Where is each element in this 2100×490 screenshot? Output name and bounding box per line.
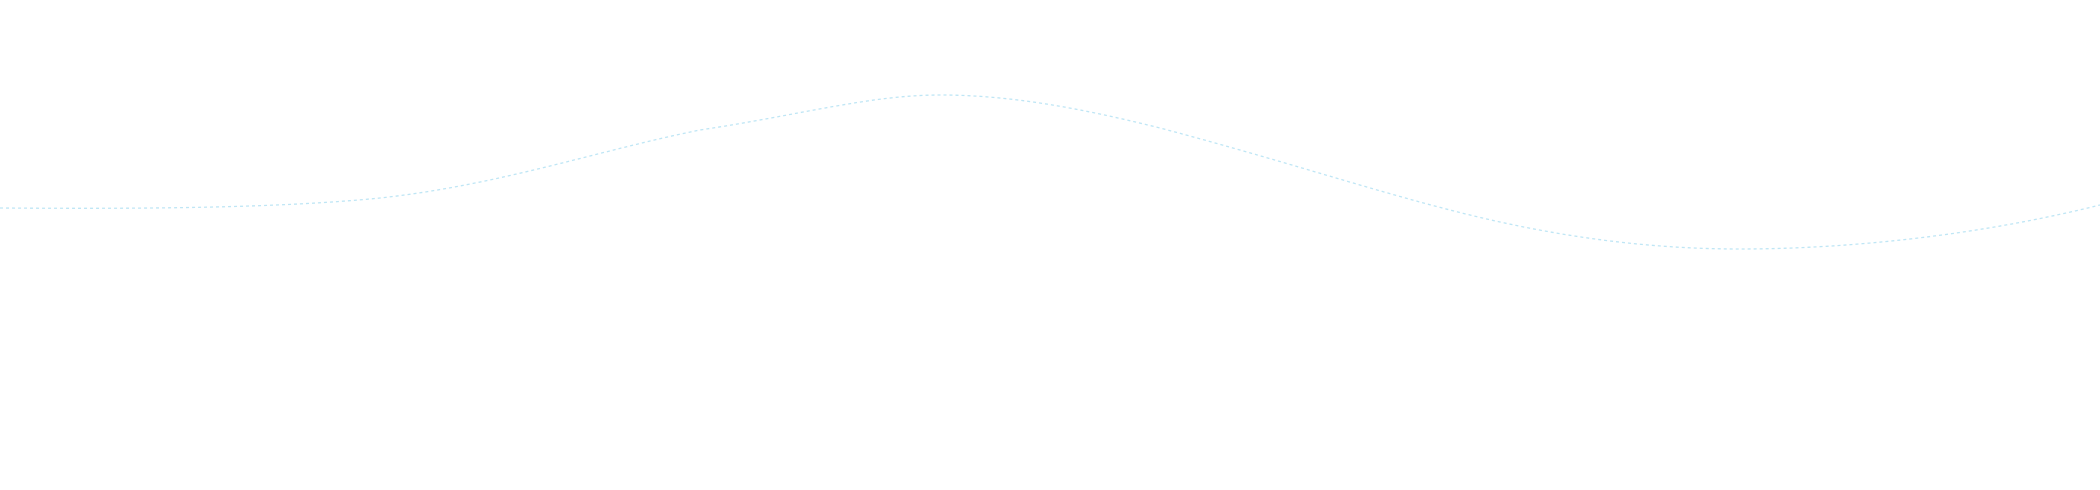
decorative-wave: [0, 94, 2100, 250]
